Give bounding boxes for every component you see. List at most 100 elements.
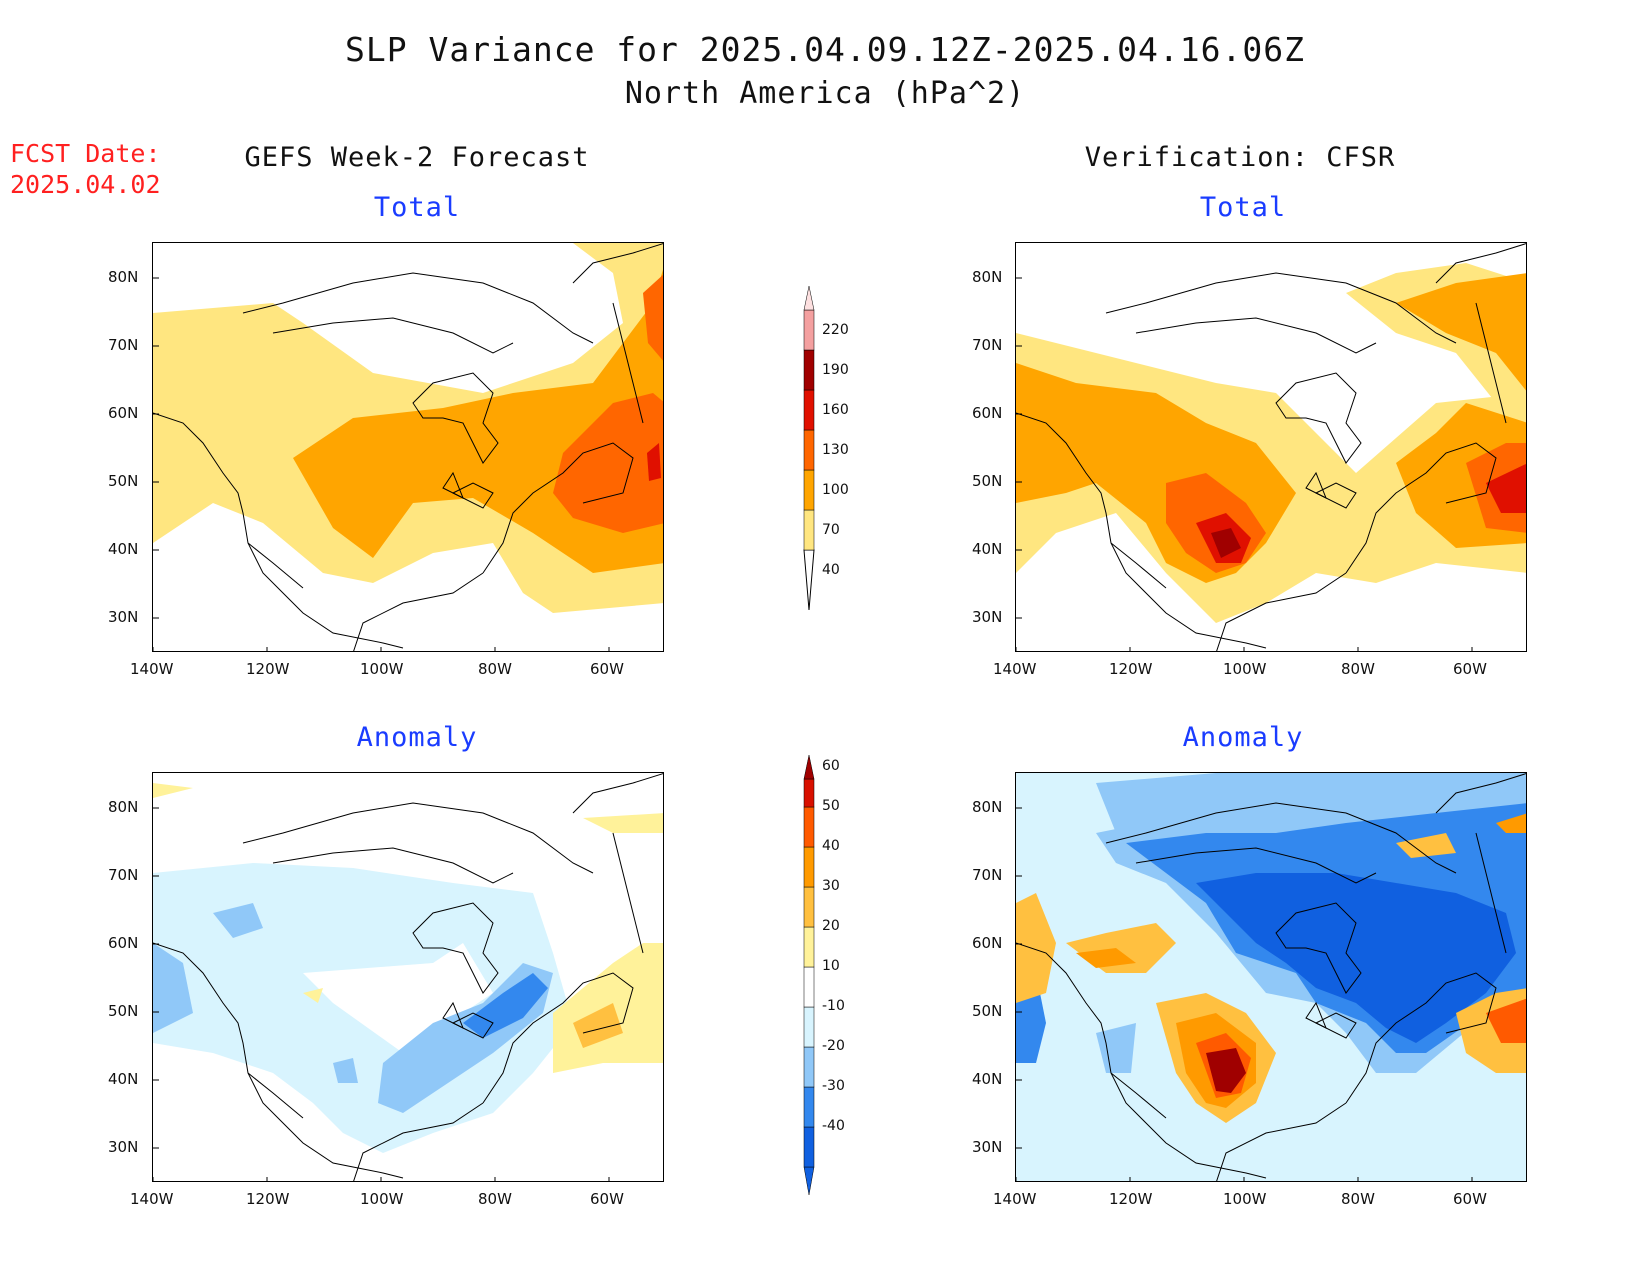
- colorbar-total-label: 160: [822, 402, 849, 418]
- panel-title-verification-total: Total: [1199, 192, 1287, 223]
- colorbar-total-label: 220: [822, 322, 849, 338]
- colorbar-high-arrow: [803, 285, 815, 311]
- map-forecast-anomaly: [152, 772, 664, 1182]
- lat-label: 60N: [108, 934, 139, 952]
- panel-title-verification-anomaly: Anomaly: [1182, 722, 1304, 753]
- colorbar-swatch: [803, 1006, 815, 1048]
- colorbar-low-arrow: [803, 1166, 815, 1196]
- colorbar-swatch: [803, 509, 815, 551]
- lat-label: 30N: [108, 1138, 139, 1156]
- colorbar-swatch: [803, 349, 815, 391]
- lon-label: 80W: [478, 660, 512, 678]
- lon-label: 120W: [246, 660, 290, 678]
- lon-label: 100W: [1223, 1190, 1267, 1208]
- tick-marks: [153, 277, 610, 651]
- lat-label: 40N: [972, 1070, 1003, 1088]
- colorbar-anomaly: [803, 755, 815, 1196]
- figure-subtitle: North America (hPa^2): [624, 76, 1026, 111]
- coastlines: [153, 773, 663, 1181]
- map-verification-anomaly: [1015, 772, 1527, 1182]
- lon-label: 60W: [590, 1190, 624, 1208]
- lat-label: 80N: [972, 798, 1003, 816]
- colorbar-total-label: 100: [822, 482, 849, 498]
- lat-label: 40N: [972, 540, 1003, 558]
- lat-label: 70N: [108, 336, 139, 354]
- lat-label: 30N: [972, 1138, 1003, 1156]
- map-forecast-total: [152, 242, 664, 652]
- colorbar-swatch: [803, 309, 815, 351]
- colorbar-swatch: [803, 429, 815, 471]
- colorbar-anomaly-label: 40: [822, 838, 840, 854]
- colorbar-swatch: [803, 469, 815, 511]
- forecast-date-caption: FCST Date:: [10, 139, 161, 168]
- colorbar-anomaly-label: -20: [822, 1038, 845, 1054]
- lon-label: 120W: [246, 1190, 290, 1208]
- colorbar-swatch: [803, 389, 815, 431]
- colorbar-total-label: 40: [822, 562, 840, 578]
- lon-label: 80W: [478, 1190, 512, 1208]
- lat-label: 60N: [972, 934, 1003, 952]
- colorbar-anomaly-label: 10: [822, 958, 840, 974]
- map-verification-total: [1015, 242, 1527, 652]
- forecast-date-value: 2025.04.02: [10, 170, 161, 199]
- lon-label: 120W: [1109, 1190, 1153, 1208]
- colorbar-swatch: [803, 806, 815, 848]
- panel-title-forecast-total: Total: [373, 192, 461, 223]
- lon-label: 120W: [1109, 660, 1153, 678]
- lon-label: 140W: [993, 1190, 1037, 1208]
- lat-label: 50N: [972, 472, 1003, 490]
- colorbar-total-label: 70: [822, 522, 840, 538]
- lon-label: 60W: [1453, 660, 1487, 678]
- shading: [153, 243, 663, 651]
- lat-label: 80N: [108, 268, 139, 286]
- colorbar-swatch: [803, 1086, 815, 1128]
- colorbar-low-arrow: [803, 549, 815, 611]
- lat-label: 30N: [108, 608, 139, 626]
- colorbar-anomaly-label: 50: [822, 798, 840, 814]
- lat-label: 50N: [972, 1002, 1003, 1020]
- shading: [1016, 773, 1526, 1181]
- coastlines: [1016, 773, 1526, 1181]
- colorbar-anomaly-label: 20: [822, 918, 840, 934]
- colorbar-anomaly-label: -40: [822, 1118, 845, 1134]
- lon-label: 100W: [1223, 660, 1267, 678]
- colorbar-anomaly-label: -30: [822, 1078, 845, 1094]
- coastlines: [1016, 243, 1526, 651]
- lat-label: 40N: [108, 1070, 139, 1088]
- colorbar-swatch: [803, 1126, 815, 1168]
- lat-label: 70N: [972, 866, 1003, 884]
- lat-label: 50N: [108, 1002, 139, 1020]
- colorbar-anomaly-label: 60: [822, 758, 840, 774]
- lat-label: 40N: [108, 540, 139, 558]
- colorbar-total-label: 190: [822, 362, 849, 378]
- lat-label: 50N: [108, 472, 139, 490]
- lon-label: 60W: [1453, 1190, 1487, 1208]
- tick-marks: [1016, 277, 1473, 651]
- lat-label: 60N: [108, 404, 139, 422]
- lon-label: 140W: [993, 660, 1037, 678]
- colorbar-anomaly-label: -10: [822, 998, 845, 1014]
- tick-marks: [1016, 807, 1473, 1181]
- shading: [1016, 243, 1526, 651]
- colorbar-swatch: [803, 1046, 815, 1088]
- colorbar-total: [803, 285, 815, 611]
- forecast-date-label: FCST Date: 2025.04.02: [10, 138, 161, 200]
- lon-label: 100W: [360, 1190, 404, 1208]
- lat-label: 60N: [972, 404, 1003, 422]
- lon-label: 140W: [130, 1190, 174, 1208]
- tick-marks: [153, 807, 610, 1181]
- lon-label: 80W: [1341, 660, 1375, 678]
- colorbar-anomaly-label: 30: [822, 878, 840, 894]
- lat-label: 30N: [972, 608, 1003, 626]
- colorbar-total-label: 130: [822, 442, 849, 458]
- coastlines: [153, 243, 663, 651]
- lat-label: 80N: [108, 798, 139, 816]
- shading: [153, 773, 663, 1181]
- colorbar-swatch: [803, 966, 815, 1008]
- lon-label: 140W: [130, 660, 174, 678]
- colorbar-swatch: [803, 778, 815, 808]
- lon-label: 80W: [1341, 1190, 1375, 1208]
- lon-label: 60W: [590, 660, 624, 678]
- right-column-header: Verification: CFSR: [1084, 142, 1396, 173]
- panel-title-forecast-anomaly: Anomaly: [356, 722, 478, 753]
